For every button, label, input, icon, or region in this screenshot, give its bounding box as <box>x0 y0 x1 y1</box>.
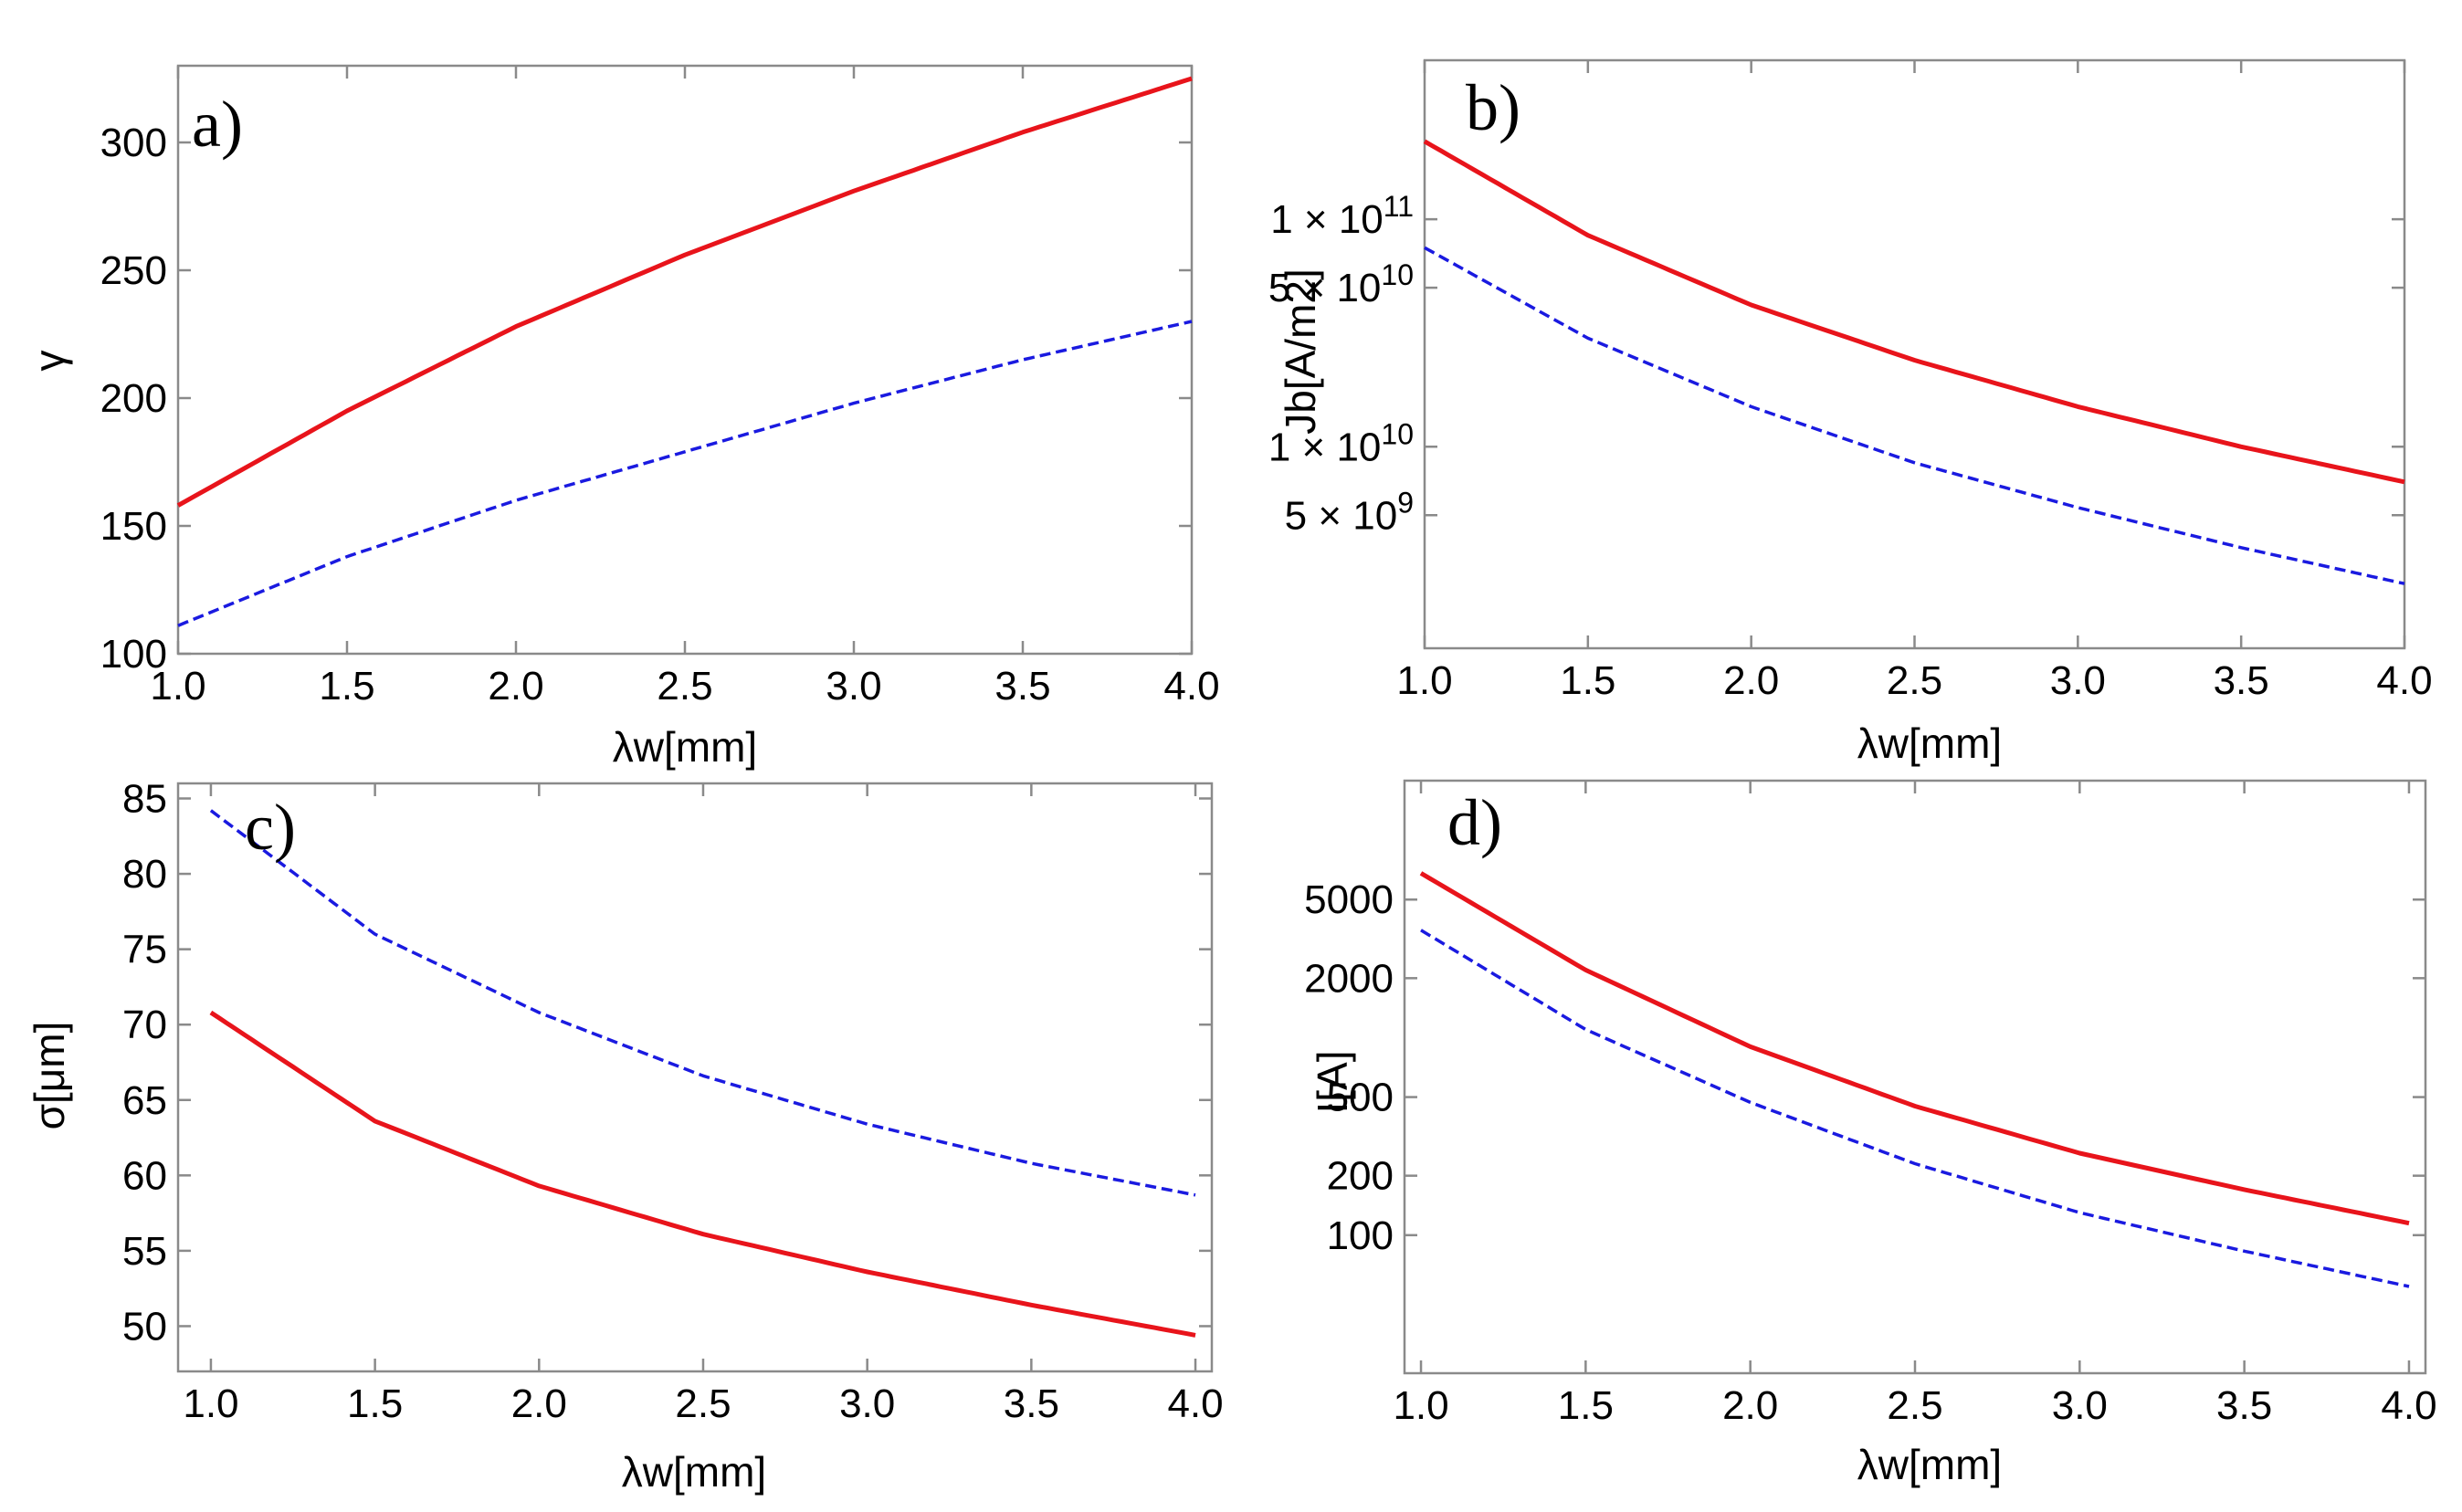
x-tick-label: 2.5 <box>1887 1383 1942 1428</box>
series-line-solid <box>176 76 1193 508</box>
lines-d <box>1419 871 2410 1288</box>
x-tick-label: 1.5 <box>319 664 374 709</box>
x-tick-label: 2.0 <box>1722 1383 1778 1428</box>
y-tick-label: 75 <box>122 928 167 972</box>
panel-c: 1.0 1.5 2.0 2.5 3.0 3.5 4.0 50 55 60 65 70 75 80 85 c)… <box>26 777 1224 1496</box>
plot-area-a <box>176 64 1194 656</box>
y-tick-label: 5 × 109 <box>1285 486 1414 538</box>
x-tick-label: 3.0 <box>2052 1383 2108 1428</box>
y-tick-label: 150 <box>100 504 167 549</box>
y-axis-label-c: σ[μm] <box>26 1022 73 1130</box>
ticks-c: 1.0 1.5 2.0 2.5 3.0 3.5 4.0 50 55 60 65 70 75 80 85 <box>122 777 1224 1426</box>
x-axis-label-c: λw[mm] <box>622 1448 766 1496</box>
y-tick-label: 500 <box>1327 1076 1394 1120</box>
y-tick-label: 250 <box>100 248 167 293</box>
plot-area-b <box>1423 58 2406 650</box>
panel-label-d: d) <box>1447 786 1502 859</box>
y-tick-label: 60 <box>122 1153 167 1198</box>
x-axis-label-b: λw[mm] <box>1857 719 2002 767</box>
plot-area-c <box>176 782 1214 1373</box>
series-line-solid <box>209 1010 1196 1338</box>
series-line-dashed <box>1420 929 2410 1288</box>
x-tick-label: 1.5 <box>1558 1383 1614 1428</box>
y-axis-label-d: I[A] <box>1309 1050 1356 1113</box>
x-tick-label: 2.0 <box>488 664 543 709</box>
x-axis-label-a: λw[mm] <box>613 723 757 771</box>
y-tick-label: 55 <box>122 1229 167 1274</box>
panel-label-c: c) <box>245 791 296 864</box>
series-line-dashed <box>1424 246 2405 585</box>
plot-area-d <box>1403 779 2427 1375</box>
ticks-b: 1.0 1.5 2.0 2.5 3.0 3.5 4.0 5 × 109 1 × 1010 5 × … <box>1268 60 2433 703</box>
series-line-solid <box>1423 139 2405 485</box>
y-tick-label: 300 <box>100 121 167 165</box>
y-tick-label: 200 <box>100 376 167 421</box>
x-tick-label: 2.5 <box>675 1381 731 1426</box>
y-tick-label: 85 <box>122 777 167 822</box>
y-tick-label: 65 <box>122 1078 167 1123</box>
x-tick-label: 3.5 <box>2214 658 2269 703</box>
x-tick-label: 4.0 <box>2376 658 2432 703</box>
x-tick-label: 4.0 <box>2381 1383 2436 1428</box>
x-tick-label: 3.0 <box>839 1381 895 1426</box>
y-tick-label: 200 <box>1327 1154 1394 1199</box>
x-tick-label: 1.0 <box>1393 1383 1448 1428</box>
x-tick-label: 3.0 <box>2050 658 2106 703</box>
y-tick-label: 2000 <box>1304 956 1394 1001</box>
x-tick-label: 3.0 <box>826 664 881 709</box>
x-axis-label-d: λw[mm] <box>1857 1441 2002 1488</box>
series-line-dashed <box>209 809 1196 1197</box>
x-tick-label: 4.0 <box>1167 1381 1223 1426</box>
y-tick-label: 5 × 1010 <box>1268 258 1414 310</box>
y-axis-label-b: Jb[A/m2] <box>1277 268 1324 435</box>
series-line-solid <box>1419 871 2410 1226</box>
x-tick-label: 2.0 <box>511 1381 567 1426</box>
y-tick-label: 70 <box>122 1003 167 1047</box>
panel-d: 1.0 1.5 2.0 2.5 3.0 3.5 4.0 100 200 500 2000 5000 d… <box>1304 779 2437 1488</box>
series-line-dashed <box>177 320 1193 627</box>
panel-b: 1.0 1.5 2.0 2.5 3.0 3.5 4.0 5 × 109 1 × 1010 5 × … <box>1268 58 2433 767</box>
y-tick-label: 50 <box>122 1304 167 1349</box>
y-tick-label: 100 <box>100 632 167 677</box>
y-tick-label: 80 <box>122 852 167 897</box>
lines-c <box>209 809 1196 1338</box>
panel-label-a: a) <box>192 88 243 161</box>
y-axis-label-a: γ <box>26 351 73 372</box>
x-tick-label: 1.0 <box>1396 658 1452 703</box>
x-tick-label: 4.0 <box>1163 664 1219 709</box>
y-tick-label: 1 × 1010 <box>1268 417 1414 469</box>
ticks-a: 1.0 1.5 2.0 2.5 3.0 3.5 4.0 100 150 200 250 300 <box>100 66 1220 709</box>
x-tick-label: 1.0 <box>150 664 205 709</box>
x-tick-label: 1.5 <box>1560 658 1615 703</box>
x-tick-label: 2.5 <box>657 664 712 709</box>
y-tick-label: 5000 <box>1304 877 1394 922</box>
x-tick-label: 1.5 <box>347 1381 403 1426</box>
y-tick-label: 1 × 1011 <box>1270 190 1414 242</box>
x-tick-label: 1.0 <box>183 1381 238 1426</box>
x-tick-label: 3.5 <box>1004 1381 1059 1426</box>
panel-label-b: b) <box>1466 71 1520 144</box>
ticks-d: 1.0 1.5 2.0 2.5 3.0 3.5 4.0 100 200 500 2000 5000 <box>1304 781 2437 1428</box>
y-tick-label: 100 <box>1327 1213 1394 1258</box>
x-tick-label: 3.5 <box>2216 1383 2272 1428</box>
x-tick-label: 2.0 <box>1723 658 1779 703</box>
x-tick-label: 3.5 <box>994 664 1050 709</box>
lines-b <box>1423 139 2405 585</box>
lines-a <box>176 76 1193 627</box>
x-tick-label: 2.5 <box>1887 658 1942 703</box>
